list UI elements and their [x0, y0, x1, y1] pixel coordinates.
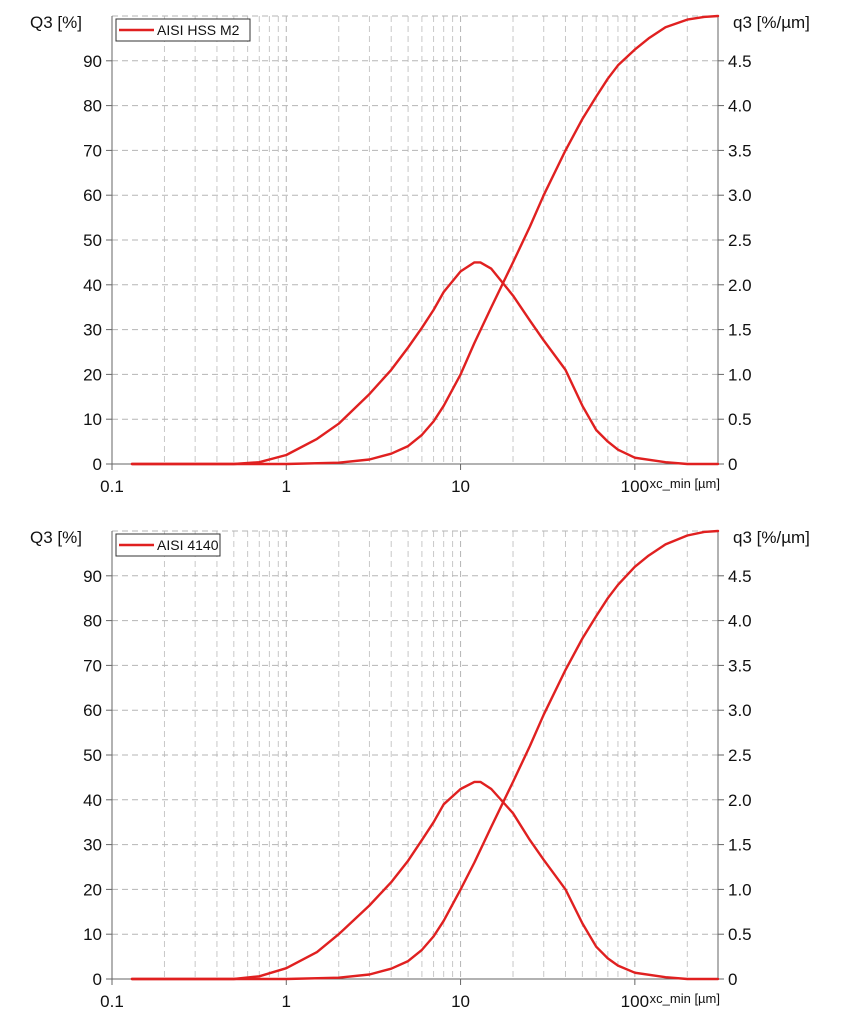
y-left-axis-title: Q3 [%] — [30, 13, 82, 32]
y-left-tick-label: 50 — [83, 231, 102, 250]
x-axis-title: xc_min [µm] — [650, 991, 720, 1006]
y-right-tick-label: 0 — [728, 970, 737, 989]
y-left-tick-label: 40 — [83, 276, 102, 295]
y-right-axis-title: q3 [%/µm] — [733, 13, 810, 32]
y-right-tick-label: 1.5 — [728, 321, 752, 340]
y-right-tick-label: 1.5 — [728, 836, 752, 855]
legend-box — [115, 533, 221, 557]
y-left-tick-label: 70 — [83, 141, 102, 160]
y-left-tick-label: 40 — [83, 791, 102, 810]
y-left-tick-label: 0 — [93, 455, 102, 474]
y-left-tick-label: 60 — [83, 701, 102, 720]
y-left-tick-label: 60 — [83, 186, 102, 205]
x-tick-label: 0.1 — [100, 992, 124, 1011]
y-left-tick-label: 10 — [83, 925, 102, 944]
x-tick-label: 10 — [451, 477, 470, 496]
y-right-axis-title: q3 [%/µm] — [733, 528, 810, 547]
x-tick-label: 100 — [621, 477, 649, 496]
legend-label: AISI HSS M2 — [157, 22, 240, 38]
cumulative-q3-line — [130, 529, 720, 981]
y-right-tick-label: 1.0 — [728, 880, 752, 899]
x-tick-label: 1 — [282, 992, 291, 1011]
y-left-tick-label: 90 — [83, 567, 102, 586]
y-left-tick-label: 80 — [83, 97, 102, 116]
y-right-tick-label: 3.5 — [728, 656, 752, 675]
grid — [111, 530, 719, 979]
legend-label: AISI 4140 — [157, 537, 219, 553]
grid — [111, 15, 719, 464]
density-q3-line — [130, 780, 720, 981]
y-left-tick-label: 70 — [83, 656, 102, 675]
y-right-tick-label: 2.0 — [728, 791, 752, 810]
y-right-tick-label: 2.5 — [728, 231, 752, 250]
y-right-tick-label: 4.0 — [728, 612, 752, 631]
y-right-tick-label: 3.5 — [728, 141, 752, 160]
y-left-tick-label: 80 — [83, 612, 102, 631]
y-right-tick-label: 2.5 — [728, 746, 752, 765]
y-right-tick-label: 0 — [728, 455, 737, 474]
y-right-tick-label: 1.0 — [728, 365, 752, 384]
y-right-tick-label: 2.0 — [728, 276, 752, 295]
legend: AISI 4140 — [115, 533, 221, 557]
y-left-tick-label: 20 — [83, 365, 102, 384]
y-right-tick-label: 0.5 — [728, 925, 752, 944]
y-left-tick-label: 20 — [83, 880, 102, 899]
y-right-tick-label: 0.5 — [728, 410, 752, 429]
cumulative-q3-line — [130, 14, 720, 466]
x-tick-label: 1 — [282, 477, 291, 496]
y-left-tick-label: 0 — [93, 970, 102, 989]
y-left-tick-label: 10 — [83, 410, 102, 429]
y-left-tick-label: 30 — [83, 836, 102, 855]
y-right-tick-label: 3.0 — [728, 701, 752, 720]
y-left-axis-title: Q3 [%] — [30, 528, 82, 547]
chart-panel-hss-m2: 0 10 20 30 40 50 60 70 80 90 0 0.5 1.0 1.5 2.0 2.5 3.0 3.… — [30, 13, 810, 496]
y-right-tick-label: 3.0 — [728, 186, 752, 205]
chart-panel-4140: 0 10 20 30 40 50 60 70 80 90 0 0.5 1.0 1.5 2.0 2.5 3.0 3.… — [30, 528, 810, 1011]
y-right-tick-label: 4.0 — [728, 97, 752, 116]
y-right-tick-label: 4.5 — [728, 567, 752, 586]
y-right-tick-label: 4.5 — [728, 52, 752, 71]
legend-box — [115, 18, 251, 42]
y-left-tick-label: 50 — [83, 746, 102, 765]
y-left-tick-label: 30 — [83, 321, 102, 340]
x-tick-label: 0.1 — [100, 477, 124, 496]
density-q3-line — [130, 261, 720, 466]
x-axis-title: xc_min [µm] — [650, 476, 720, 491]
x-tick-label: 100 — [621, 992, 649, 1011]
y-left-tick-label: 90 — [83, 52, 102, 71]
x-tick-label: 10 — [451, 992, 470, 1011]
legend: AISI HSS M2 — [115, 18, 251, 42]
